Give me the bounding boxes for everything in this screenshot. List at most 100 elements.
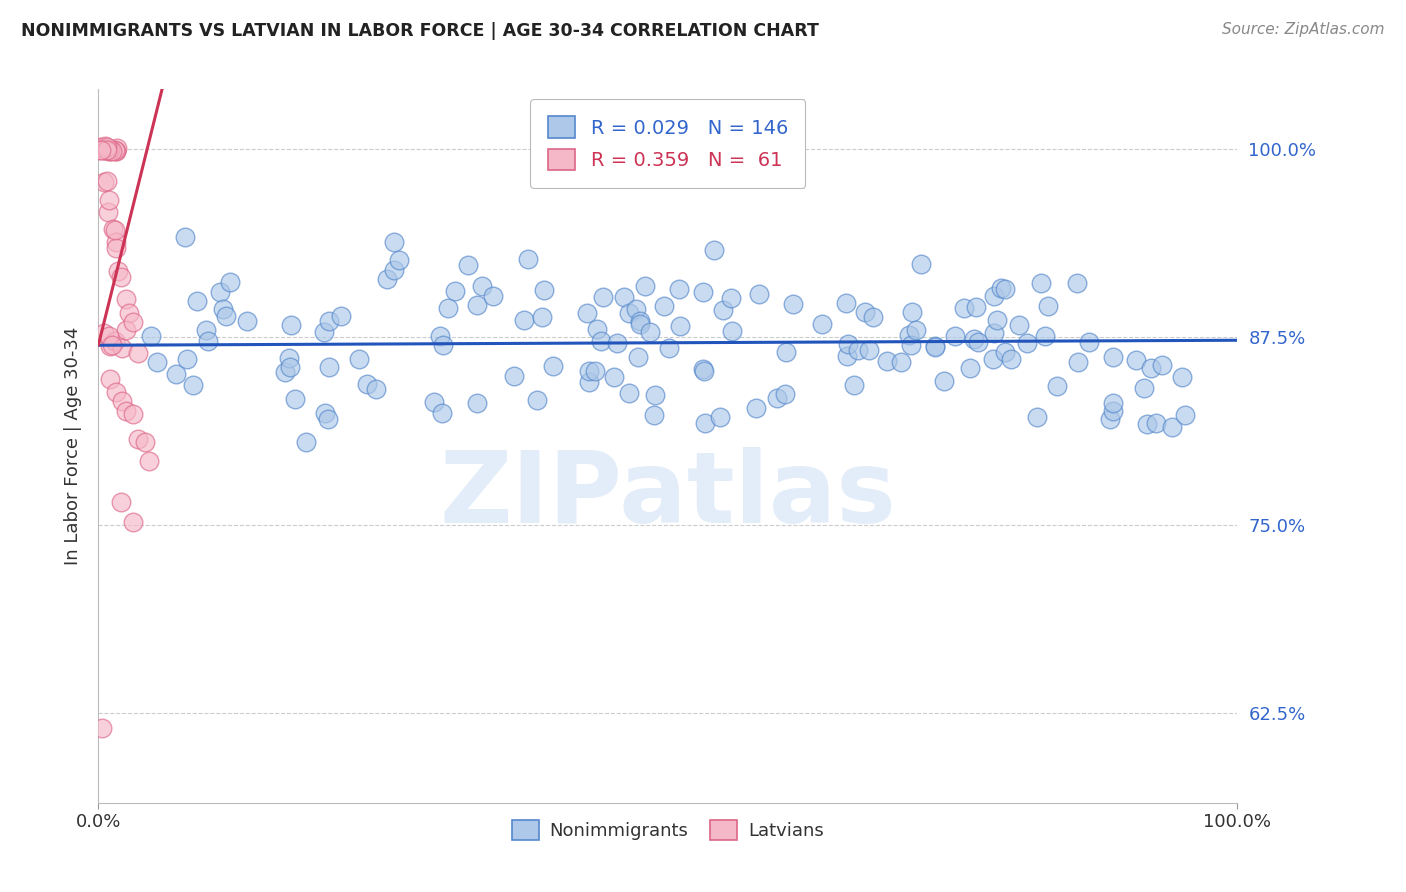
Point	[94, 139, 117, 153]
Point	[541, 359, 564, 374]
Point	[900, 338, 922, 352]
Point	[105, 241, 128, 255]
Point	[93, 143, 115, 157]
Point	[94, 143, 117, 157]
Point	[329, 309, 352, 323]
Point	[924, 340, 946, 354]
Point	[1125, 353, 1147, 368]
Point	[782, 297, 804, 311]
Point	[745, 401, 768, 415]
Point	[134, 434, 156, 449]
Point	[197, 334, 219, 349]
Point	[943, 329, 966, 343]
Point	[1102, 396, 1125, 410]
Point	[110, 269, 132, 284]
Point	[526, 393, 548, 408]
Point	[967, 335, 990, 350]
Point	[853, 305, 876, 319]
Point	[900, 305, 922, 319]
Point	[382, 263, 405, 277]
Point	[1160, 419, 1182, 434]
Point	[97, 329, 120, 343]
Point	[924, 339, 946, 353]
Point	[619, 385, 641, 400]
Point	[471, 279, 494, 293]
Point	[212, 302, 235, 317]
Point	[1144, 417, 1167, 431]
Point	[423, 394, 446, 409]
Point	[965, 300, 987, 314]
Point	[96, 144, 118, 158]
Point	[986, 313, 1008, 327]
Point	[692, 361, 714, 376]
Point	[990, 281, 1012, 295]
Point	[96, 174, 118, 188]
Point	[89, 140, 111, 154]
Point	[111, 341, 134, 355]
Point	[277, 351, 299, 365]
Point	[842, 378, 865, 392]
Point	[952, 301, 974, 316]
Point	[692, 285, 714, 299]
Point	[624, 302, 647, 317]
Point	[709, 410, 731, 425]
Point	[98, 372, 121, 386]
Point	[1067, 355, 1090, 369]
Point	[97, 193, 120, 207]
Point	[747, 287, 769, 301]
Point	[100, 144, 122, 158]
Point	[720, 291, 742, 305]
Point	[837, 337, 859, 351]
Point	[104, 334, 127, 349]
Text: ZIPatlas: ZIPatlas	[440, 448, 896, 544]
Point	[110, 495, 132, 509]
Point	[904, 322, 927, 336]
Point	[1026, 409, 1049, 424]
Point	[516, 252, 538, 266]
Point	[208, 285, 231, 300]
Point	[1033, 329, 1056, 343]
Point	[318, 314, 340, 328]
Text: Source: ZipAtlas.com: Source: ZipAtlas.com	[1222, 22, 1385, 37]
Point	[766, 391, 789, 405]
Point	[97, 143, 120, 157]
Point	[482, 289, 505, 303]
Point	[643, 408, 665, 422]
Point	[96, 142, 118, 156]
Point	[105, 141, 128, 155]
Point	[981, 351, 1004, 366]
Point	[1101, 404, 1123, 418]
Point	[93, 326, 115, 340]
Point	[375, 272, 398, 286]
Point	[141, 328, 163, 343]
Point	[858, 343, 880, 357]
Point	[318, 359, 340, 374]
Point	[98, 143, 121, 157]
Point	[104, 223, 127, 237]
Point	[890, 355, 912, 369]
Point	[465, 298, 488, 312]
Point	[592, 290, 614, 304]
Point	[90, 721, 112, 735]
Point	[835, 296, 858, 310]
Point	[626, 350, 648, 364]
Point	[1000, 352, 1022, 367]
Point	[669, 318, 692, 333]
Point	[1171, 369, 1194, 384]
Point	[118, 306, 141, 320]
Point	[512, 312, 534, 326]
Point	[138, 454, 160, 468]
Point	[846, 343, 869, 358]
Point	[280, 318, 302, 332]
Point	[93, 175, 115, 189]
Point	[1038, 299, 1060, 313]
Point	[104, 235, 127, 250]
Point	[284, 392, 307, 406]
Point	[114, 292, 136, 306]
Point	[837, 349, 859, 363]
Point	[668, 282, 690, 296]
Point	[775, 345, 797, 359]
Point	[194, 323, 217, 337]
Point	[278, 359, 301, 374]
Point	[898, 328, 921, 343]
